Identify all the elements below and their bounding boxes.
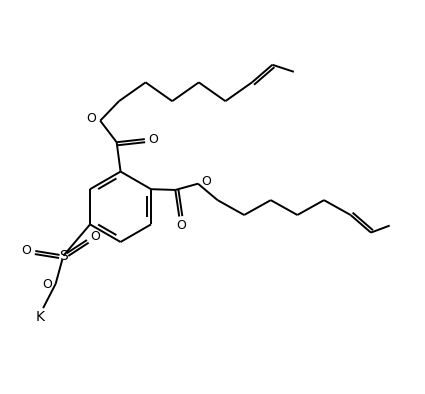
Text: O: O	[202, 175, 212, 188]
Text: O: O	[42, 278, 52, 291]
Text: O: O	[91, 230, 100, 243]
Text: O: O	[176, 219, 186, 232]
Text: O: O	[21, 244, 31, 257]
Text: S: S	[59, 249, 68, 263]
Text: O: O	[87, 112, 96, 125]
Text: K: K	[36, 310, 45, 324]
Text: O: O	[148, 133, 159, 146]
